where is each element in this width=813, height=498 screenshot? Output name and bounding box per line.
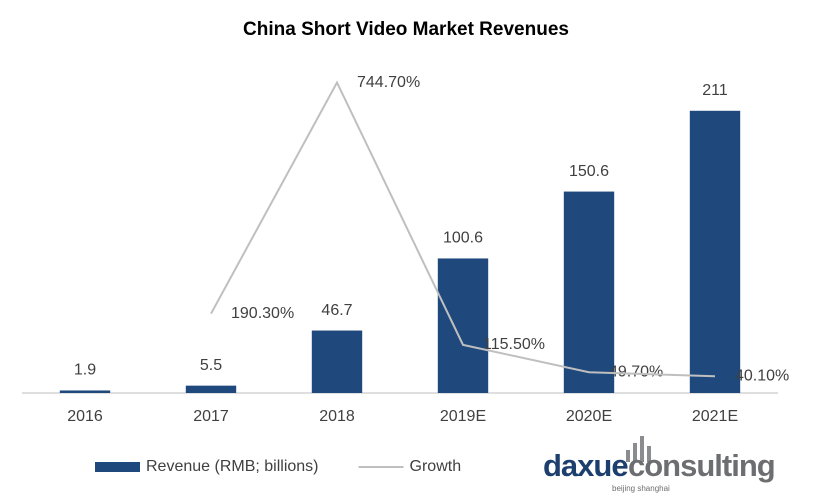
bar-value-label: 211 bbox=[702, 82, 728, 99]
legend-label: Revenue (RMB; billions) bbox=[146, 458, 319, 475]
logo-brand: daxue bbox=[543, 448, 628, 483]
bar-value-label: 46.7 bbox=[321, 302, 352, 319]
line-value-label: 40.10% bbox=[735, 368, 789, 385]
line-value-label: 190.30% bbox=[231, 305, 294, 322]
logo-brand2: consulting bbox=[628, 448, 775, 483]
x-tick-label: 2021E bbox=[692, 408, 738, 425]
x-tick-label: 2018 bbox=[319, 408, 355, 425]
x-tick-label: 2020E bbox=[566, 408, 612, 425]
bar-value-label: 100.6 bbox=[443, 230, 483, 247]
line-value-label: 49.70% bbox=[609, 363, 663, 380]
bar bbox=[185, 385, 237, 393]
x-tick-label: 2019E bbox=[440, 408, 486, 425]
chart-title: China Short Video Market Revenues bbox=[243, 19, 569, 40]
bar bbox=[563, 191, 615, 393]
bar bbox=[689, 110, 741, 393]
legend-swatch bbox=[95, 462, 140, 472]
bar-value-label: 1.9 bbox=[74, 362, 96, 379]
bar-value-label: 5.5 bbox=[200, 357, 222, 374]
bar bbox=[437, 258, 489, 393]
logo-icon bbox=[626, 436, 651, 462]
legend-label: Growth bbox=[410, 458, 462, 475]
x-tick-label: 2016 bbox=[67, 408, 103, 425]
bar-value-label: 150.6 bbox=[569, 163, 609, 180]
logo-tagline: beijing shanghai bbox=[612, 484, 670, 493]
line-value-label: 115.50% bbox=[483, 336, 545, 353]
bar bbox=[311, 330, 363, 393]
bar bbox=[59, 390, 111, 393]
x-tick-label: 2017 bbox=[193, 408, 229, 425]
line-value-label: 744.70% bbox=[357, 74, 420, 91]
line bbox=[210, 80, 716, 378]
